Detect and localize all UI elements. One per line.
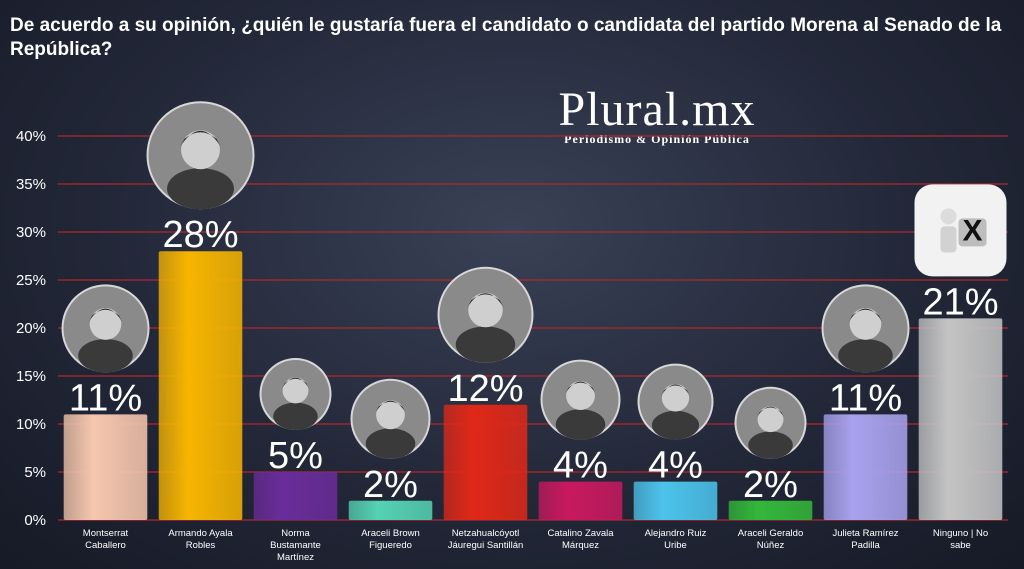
value-label: 2% bbox=[363, 464, 418, 506]
x-tick-label: Alejandro Ruiz Uribe bbox=[645, 528, 707, 551]
bar bbox=[823, 414, 908, 520]
x-tick-label: Ninguno | No sabe bbox=[933, 528, 988, 551]
value-label: 4% bbox=[648, 445, 703, 487]
x-tick-label: Julieta Ramírez Padilla bbox=[833, 528, 899, 551]
value-label: 12% bbox=[447, 368, 523, 410]
x-tick-label: Montserrat Caballero bbox=[83, 528, 129, 551]
bar bbox=[633, 481, 718, 520]
x-tick-label: Armando Ayala Robles bbox=[168, 528, 233, 551]
no-answer-icon: X bbox=[914, 184, 1007, 277]
candidate-photo bbox=[259, 358, 332, 430]
bar bbox=[158, 251, 243, 520]
bar bbox=[63, 414, 148, 520]
x-tick-label: Netzahualcóyotl Jáuregui Santillán bbox=[448, 528, 524, 551]
candidate-photo bbox=[637, 363, 714, 440]
y-tick-label: 30% bbox=[16, 224, 46, 241]
y-axis-ticks: 0% 5% 10% 15% 20% 25% 30% 35% 40% bbox=[16, 128, 46, 529]
y-tick-label: 15% bbox=[16, 368, 46, 385]
value-label: 21% bbox=[922, 281, 998, 323]
value-label: 4% bbox=[553, 445, 608, 487]
brand-logo: Plural.mx Periodismo & Opinión Pública bbox=[526, 84, 788, 147]
y-tick-label: 40% bbox=[16, 128, 46, 145]
y-tick-label: 10% bbox=[16, 416, 46, 433]
y-tick-label: 0% bbox=[24, 512, 46, 529]
y-tick-label: 25% bbox=[16, 272, 46, 289]
candidate-photos: X bbox=[61, 101, 1007, 459]
value-label: 28% bbox=[162, 214, 238, 256]
value-labels: 11% 28% 5% 2% 12% 4% 4% 2% 11% 21% bbox=[69, 214, 999, 506]
bar bbox=[348, 500, 433, 520]
value-label: 2% bbox=[743, 464, 798, 506]
chart-title: De acuerdo a su opinión, ¿quién le gusta… bbox=[10, 15, 1002, 60]
value-label: 5% bbox=[268, 435, 323, 477]
candidate-photo bbox=[540, 359, 621, 440]
x-tick-label: Araceli Geraldo Núñez bbox=[738, 528, 803, 551]
value-label: 11% bbox=[69, 377, 142, 419]
candidate-photo bbox=[734, 386, 807, 459]
candidate-photo bbox=[821, 284, 910, 373]
bars bbox=[63, 251, 1003, 520]
x-tick-label: Araceli Brown Figueredo bbox=[361, 528, 420, 551]
candidate-photo bbox=[146, 101, 255, 210]
x-axis-labels: Montserrat Caballero Armando Ayala Robles No… bbox=[83, 528, 988, 563]
x-tick-label: Catalino Zavala Márquez bbox=[547, 528, 614, 551]
y-tick-label: 20% bbox=[16, 320, 46, 337]
candidate-photo bbox=[437, 266, 534, 363]
y-tick-label: 5% bbox=[24, 464, 46, 481]
brand-name: Plural.mx bbox=[558, 83, 756, 136]
bar bbox=[538, 481, 623, 520]
y-tick-label: 35% bbox=[16, 176, 46, 193]
candidate-photo bbox=[61, 284, 150, 373]
bar bbox=[443, 404, 528, 520]
svg-text:X: X bbox=[962, 214, 982, 247]
value-label: 11% bbox=[829, 377, 902, 419]
bar bbox=[728, 500, 813, 520]
bar bbox=[253, 472, 338, 520]
bar bbox=[918, 318, 1003, 520]
x-tick-label: Norma Bustamante Martínez bbox=[270, 528, 321, 563]
candidate-photo bbox=[350, 378, 431, 459]
